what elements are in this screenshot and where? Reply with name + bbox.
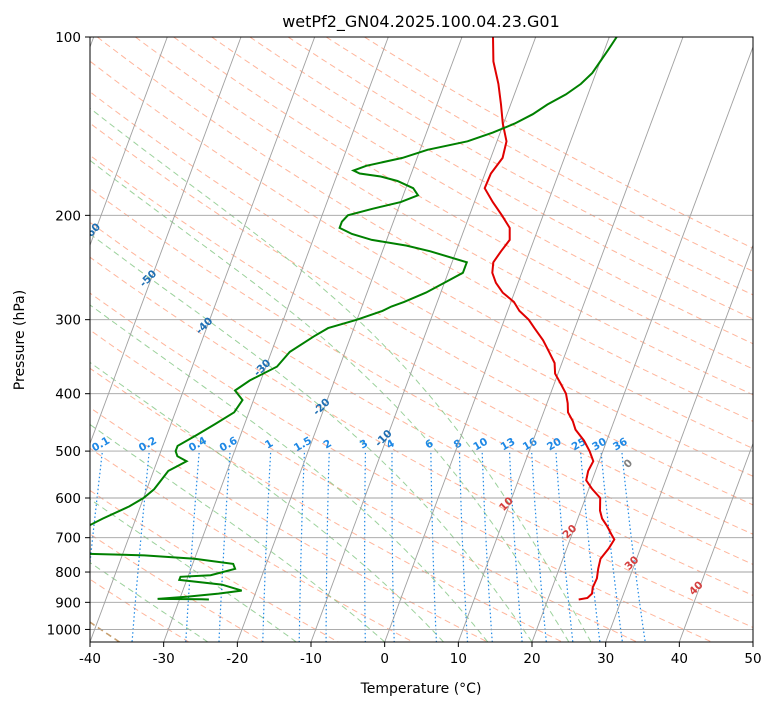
warm-isotherm-label: 40 [687, 579, 706, 598]
dry-adiabat [325, 37, 753, 272]
moist-adiabat [90, 233, 533, 642]
dry-adiabat [90, 292, 712, 642]
dry-adiabat [90, 122, 753, 506]
isotherm [457, 37, 684, 642]
dry-adiabat [90, 533, 264, 642]
y-tick-label: 700 [55, 531, 81, 547]
x-tick-label: -20 [226, 651, 248, 667]
zero-label: 0 [622, 457, 636, 471]
isotherm [678, 442, 753, 642]
moist-adiabat [90, 159, 570, 642]
dry-adiabat [90, 187, 753, 565]
x-tick-label: 10 [450, 651, 467, 667]
y-tick-label: 300 [55, 313, 81, 329]
x-tick-label: -30 [153, 651, 175, 667]
mixing-ratio-line [131, 452, 150, 642]
warm-isotherm-label: 30 [623, 554, 642, 573]
dry-adiabat [96, 37, 753, 422]
chart-title: wetPf2_GN04.2025.100.04.23.G01 [282, 12, 560, 32]
dry-adiabat [211, 37, 753, 345]
isotherm [90, 37, 316, 642]
x-tick-label: 50 [744, 651, 761, 667]
y-tick-label: 100 [55, 30, 81, 46]
plot-area: 0.10.20.40.611.52346810131620253036-100-… [26, 37, 753, 642]
mixing-ratio-line [580, 452, 601, 642]
y-axis: 100 200 300 400 500 600 700 800 900 1000 [47, 30, 90, 638]
mixing-ratio-line [531, 452, 547, 642]
mixing-ratio-line [298, 452, 305, 642]
dry-adiabat [90, 578, 190, 642]
dewpoint-profile [90, 37, 618, 601]
mixing-ratio-line [90, 452, 103, 569]
dry-adiabat [90, 447, 414, 642]
mixing-ratio-line [325, 452, 330, 642]
isotherm [384, 37, 610, 642]
dry-adiabat [90, 154, 753, 535]
mixing-ratio-label: 3 [358, 437, 370, 451]
isotherm [752, 640, 753, 642]
dry-adiabat [90, 329, 638, 642]
dry-adiabat [90, 91, 753, 477]
mixing-ratio-line [218, 452, 231, 642]
isotherm-label: -60 [81, 221, 103, 243]
mixing-ratio-line [391, 452, 395, 642]
mixing-ratio-line [458, 452, 469, 642]
isotherm [90, 37, 242, 445]
isotherm-label: -30 [252, 357, 274, 379]
dry-adiabat [173, 37, 753, 370]
isotherm-label: -70 [26, 172, 48, 194]
isotherm [605, 243, 753, 642]
dry-adiabat [90, 221, 753, 596]
mixing-ratio-line [481, 452, 493, 642]
y-tick-label: 600 [55, 491, 81, 507]
x-tick-label: 40 [671, 651, 688, 667]
x-axis-title: Temperature (°C) [360, 681, 482, 697]
isotherm [236, 37, 463, 642]
isotherm [163, 37, 389, 642]
y-tick-label: 400 [55, 387, 81, 403]
moist-adiabat [90, 423, 386, 642]
isotherm [90, 37, 168, 247]
dry-adiabat [249, 37, 753, 320]
temperature-profile [483, 37, 616, 601]
dry-adiabat [135, 37, 753, 396]
mixing-ratio-line [621, 452, 646, 642]
y-axis-title: Pressure (hPa) [12, 290, 28, 390]
mixing-ratio-line [262, 452, 272, 642]
isotherm [531, 45, 753, 642]
dry-adiabat [90, 256, 753, 628]
moist-adiabat [90, 107, 592, 642]
dry-adiabat [90, 60, 753, 449]
mixing-ratio-line [509, 452, 523, 642]
isotherm-label: -40 [194, 315, 216, 337]
plot-frame [89, 36, 754, 643]
x-axis: -40 -30 -20 -10 0 10 20 30 40 50 [79, 642, 762, 667]
y-tick-label: 200 [55, 208, 81, 224]
mixing-ratio-line [600, 452, 623, 642]
mixing-ratio-line [185, 452, 200, 642]
dry-adiabat [90, 407, 488, 642]
dry-adiabat [90, 489, 339, 642]
x-tick-label: -40 [79, 651, 101, 667]
x-tick-label: 0 [380, 651, 389, 667]
isotherm [310, 37, 537, 642]
moist-adiabat [90, 498, 297, 642]
y-tick-label: 900 [55, 595, 81, 611]
x-tick-label: -10 [300, 651, 322, 667]
x-tick-label: 30 [597, 651, 614, 667]
mixing-ratio-label: 6 [423, 437, 435, 451]
moist-adiabat [90, 561, 209, 642]
x-tick-label: 20 [523, 651, 540, 667]
mixing-ratio-line [555, 452, 574, 642]
y-tick-label: 500 [55, 444, 81, 460]
isotherm-label: -20 [311, 396, 333, 418]
dry-adiabat [287, 37, 753, 296]
y-tick-label: 800 [55, 565, 81, 581]
mixing-ratio-line [364, 452, 366, 642]
y-tick-label: 1000 [47, 622, 81, 638]
moist-adiabat [90, 304, 489, 642]
